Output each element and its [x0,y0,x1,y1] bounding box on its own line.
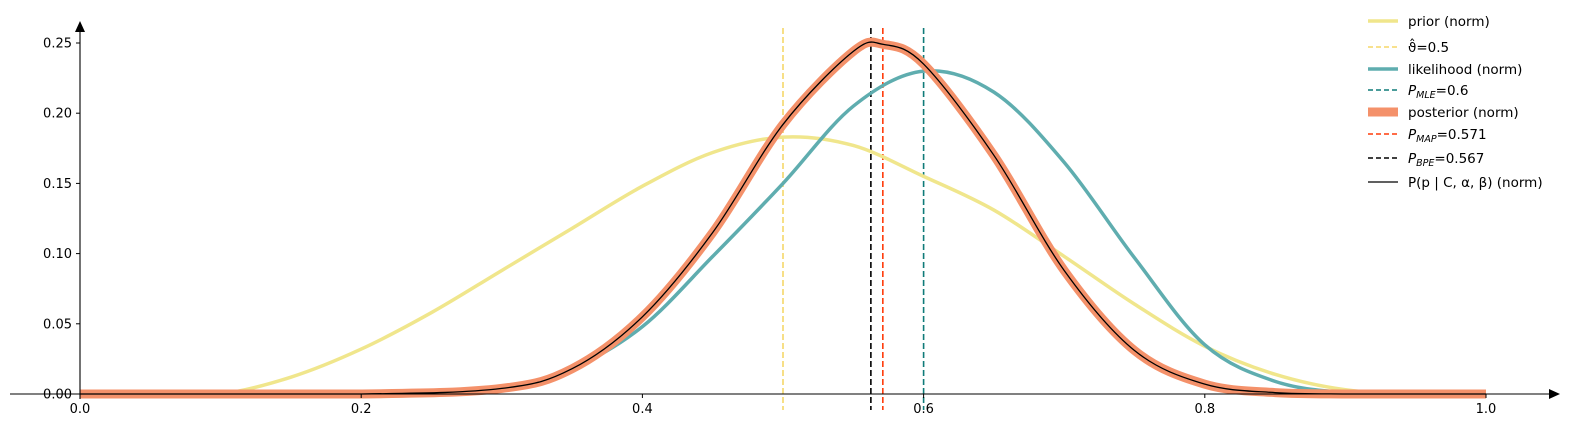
tick-labels: 0.0 0.2 0.4 0.6 0.8 1.0 0.00 0.05 0.10 0.15 0.20 0.… [43,37,1496,418]
y-tick-label-2: 0.10 [43,247,72,262]
legend-label-7: P(p | C, α, β) (norm) [1408,175,1543,191]
x-tick-label-4: 0.8 [1194,402,1215,417]
legend-label-6: PBPE=0.567 [1408,151,1484,169]
legend-label-2: likelihood (norm) [1408,62,1522,78]
x-axis-arrow [1549,389,1560,399]
legend-label-5: PMAP=0.571 [1408,127,1487,145]
series-lines [80,37,1486,399]
y-tick-label-1: 0.05 [43,317,72,332]
axes [10,21,1560,399]
y-tick-label-0: 0.00 [43,388,72,403]
y-tick-label-3: 0.15 [43,177,72,192]
x-tick-label-0: 0.0 [70,402,91,417]
legend-label-4: posterior (norm) [1408,105,1519,121]
y-axis-arrow [75,21,85,32]
reference-lines [782,28,925,410]
legend-label-3: PMLE=0.6 [1408,83,1468,101]
legend: prior (norm) ϑ̂=0.5 likelihood (norm) PMLE=… [1368,14,1543,191]
x-tick-label-2: 0.4 [632,402,653,417]
x-tick-label-1: 0.2 [351,402,372,417]
series-line-0 [80,135,1486,396]
y-tick-label-4: 0.20 [43,107,72,122]
series-line-3 [80,41,1486,395]
legend-label-0: prior (norm) [1408,14,1490,30]
x-tick-label-3: 0.6 [913,402,934,417]
y-tick-label-5: 0.25 [43,37,72,52]
legend-label-1: ϑ̂=0.5 [1408,38,1449,56]
x-tick-label-5: 1.0 [1476,402,1497,417]
